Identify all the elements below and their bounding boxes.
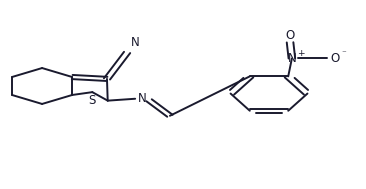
- Text: N: N: [131, 36, 139, 49]
- Text: N: N: [288, 52, 296, 65]
- Text: +: +: [297, 49, 305, 58]
- Text: O: O: [330, 52, 339, 65]
- Text: O: O: [285, 29, 295, 42]
- Text: S: S: [89, 94, 96, 107]
- Text: N: N: [138, 92, 147, 105]
- Text: ⁻: ⁻: [342, 49, 347, 58]
